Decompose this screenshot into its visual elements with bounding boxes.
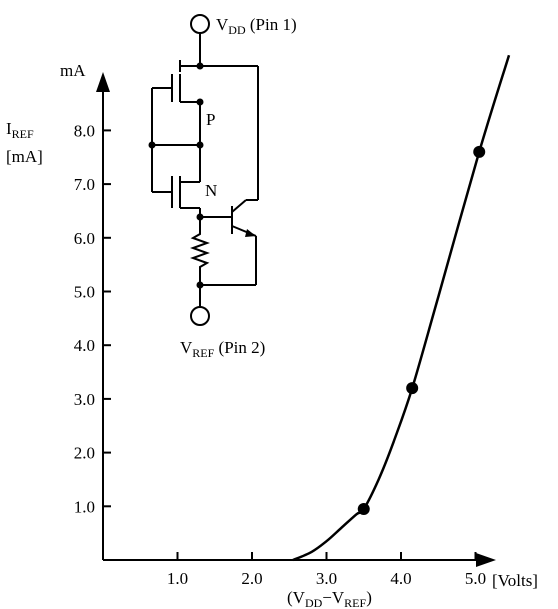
junction-dot [196,281,204,289]
pmos-transistor [152,60,200,103]
x-tick-label: 1.0 [167,569,188,588]
resistor [190,226,210,285]
vdd-label: VDD (Pin 1) [216,15,297,37]
x-tick-label: 4.0 [390,569,411,588]
y-tick-label: 7.0 [74,175,95,194]
x-label-mid: −V [322,588,345,607]
x-label-sub2: REF [344,596,366,609]
junction-dot [196,141,204,149]
junction-dot [196,213,204,221]
y-axis-label: IREF [6,119,34,141]
nmos-label: N [205,181,217,200]
y-tick-label: 4.0 [74,336,95,355]
y-tick-label: 6.0 [74,229,95,248]
data-point-marker [473,145,486,158]
axes [96,72,496,567]
y-tick-label: 5.0 [74,283,95,302]
y-tick-label: 3.0 [74,390,95,409]
y-axis-label-unit: [mA] [6,147,43,166]
x-axis-ticks: 1.0 2.0 3.0 4.0 5.0 [167,552,486,588]
y-label-sub: REF [12,127,34,141]
x-label-close: ) [366,588,372,607]
x-axis-arrowhead [476,553,496,567]
vref-terminal [190,306,210,326]
y-tick-label: 8.0 [74,121,95,140]
x-tick-label: 5.0 [465,569,486,588]
bipolar-transistor [200,199,258,237]
x-axis-unit: [Volts] [492,571,538,590]
x-label-sub1: DD [305,596,323,609]
data-markers [357,145,486,515]
circuit-junctions [148,62,204,289]
data-point-marker [357,502,370,515]
vdd-terminal [190,14,210,34]
x-label-open: (V [287,588,306,607]
y-tick-label: 2.0 [74,444,95,463]
circuit-schematic [151,14,259,326]
y-axis-ticks: 1.0 2.0 3.0 4.0 5.0 6.0 7.0 8.0 [74,121,111,516]
x-tick-label: 3.0 [316,569,337,588]
y-label-main: I [6,119,12,138]
vref-label: VREF (Pin 2) [180,338,265,360]
y-axis-arrowhead [96,72,110,92]
x-tick-label: 2.0 [241,569,262,588]
y-axis-unit-top: mA [60,61,86,80]
x-axis-label: (VDD−VREF) [287,588,372,609]
pmos-label: P [206,110,215,129]
iref-curve [292,54,511,562]
data-point-marker [406,382,419,395]
junction-dot [196,98,204,106]
y-tick-label: 1.0 [74,497,95,516]
junction-dot [196,62,204,70]
nmos-transistor [152,176,200,209]
junction-dot [148,141,156,149]
